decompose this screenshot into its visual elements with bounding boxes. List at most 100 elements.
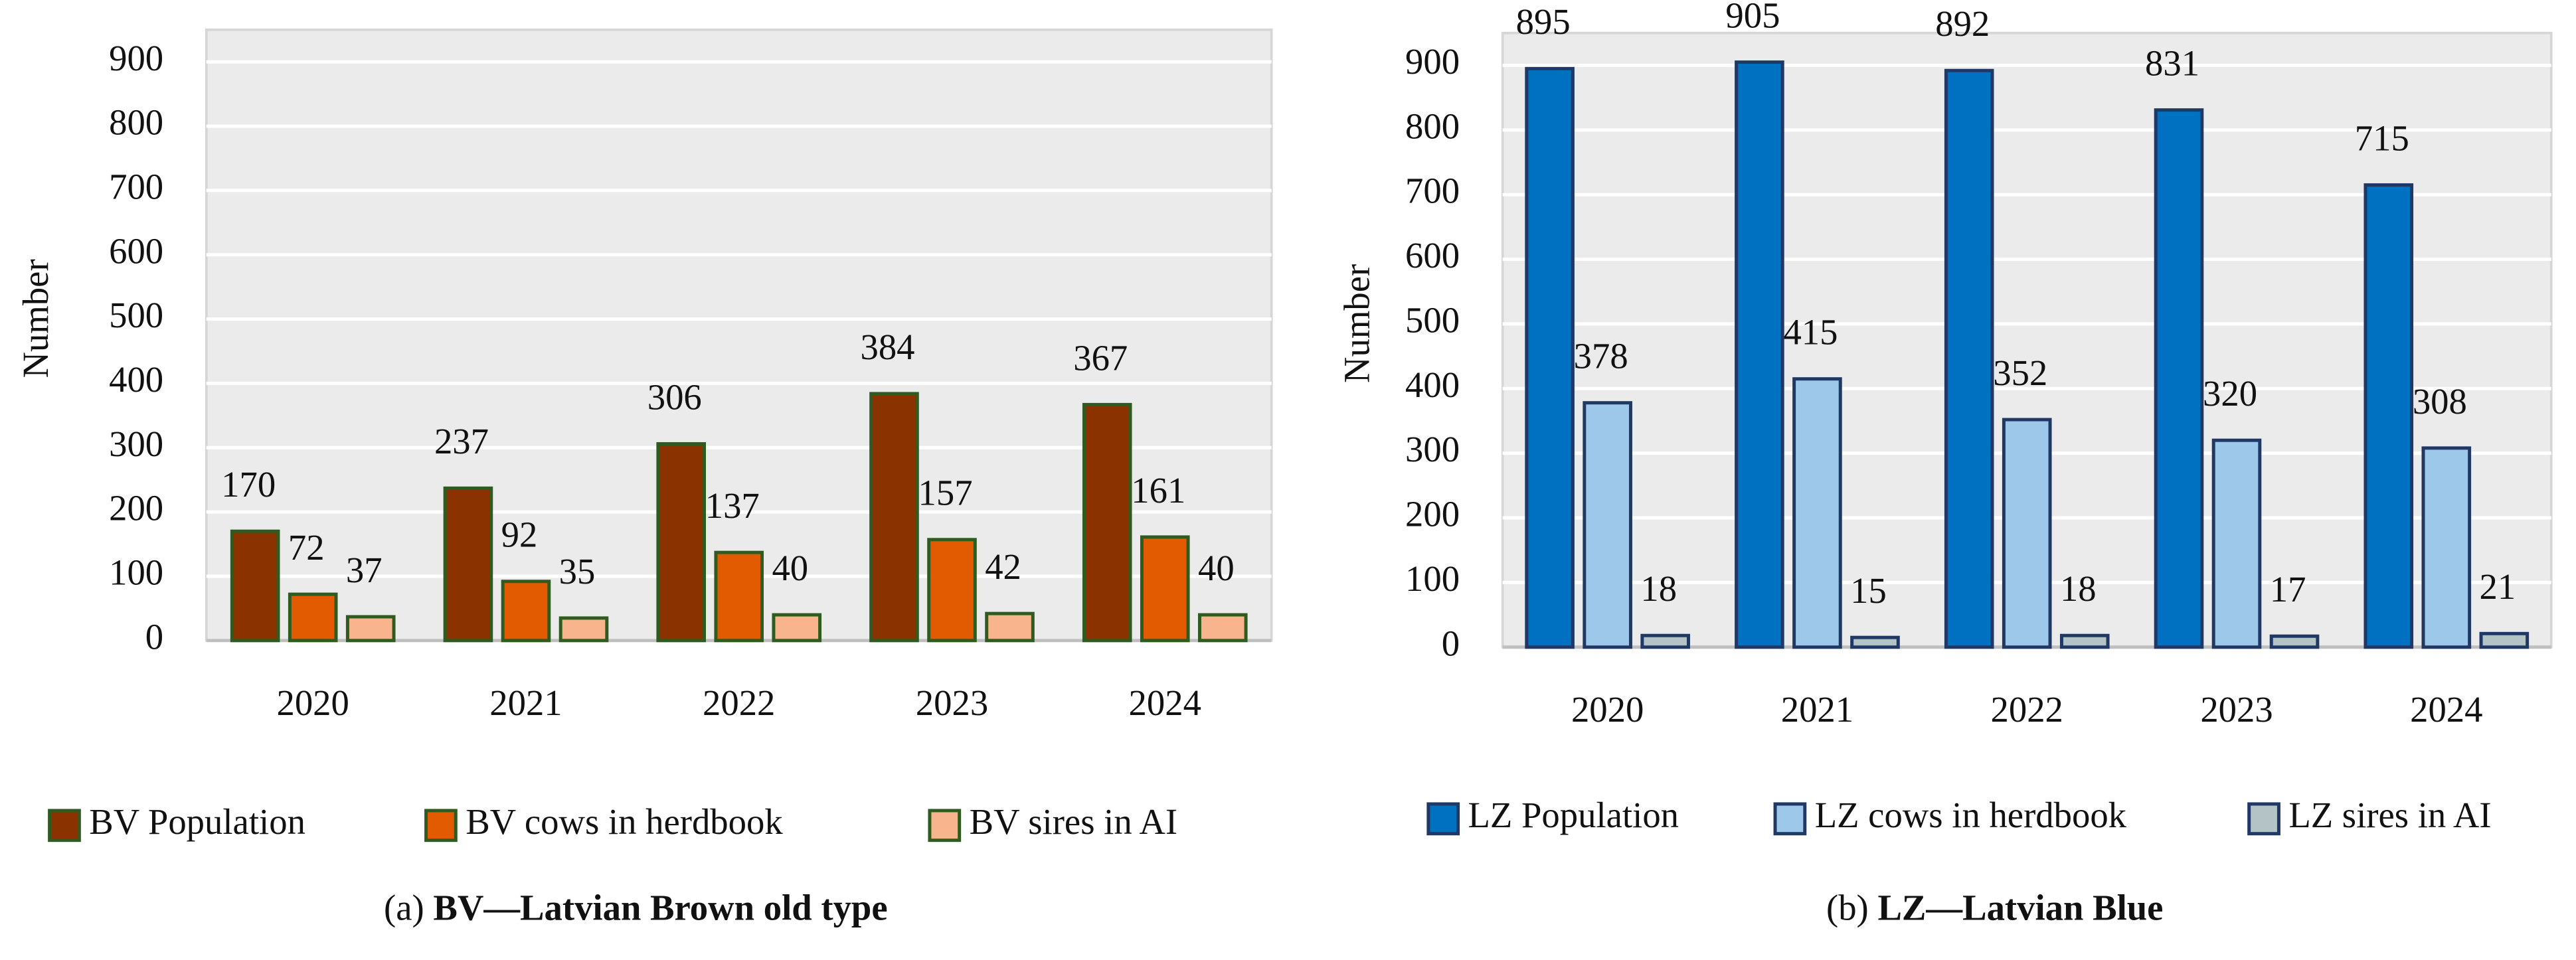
bar (1583, 401, 1632, 649)
chart: 0 100 200 300 400 500 600 700 800 900 Number 2020 17… (15, 28, 1273, 927)
data-label: 237 (434, 421, 489, 461)
data-label: 378 (1574, 336, 1628, 376)
y-tick-label: 300 (1405, 429, 1460, 469)
legend-label: BV sires in AI (970, 801, 1177, 842)
bar (869, 392, 919, 643)
y-tick-label: 700 (109, 166, 163, 206)
x-tick-label: 2021 (489, 682, 562, 723)
y-tick-label: 0 (1442, 623, 1460, 663)
bar (1082, 402, 1132, 643)
data-label: 161 (1131, 470, 1185, 511)
data-label: 308 (2413, 381, 2467, 422)
legend-label: BV Population (89, 801, 305, 842)
bar (2363, 183, 2414, 649)
legend-label: BV cows in herdbook (466, 801, 783, 842)
y-axis-label: Number (15, 259, 56, 378)
data-label: 18 (1640, 568, 1677, 609)
x-tick-label: 2020 (277, 682, 349, 723)
data-label: 15 (1850, 570, 1887, 611)
bar (985, 611, 1035, 643)
bar (1792, 377, 1842, 649)
data-label: 715 (2355, 118, 2409, 158)
data-label: 42 (985, 546, 1021, 587)
bar (927, 538, 977, 643)
legend-swatch (928, 809, 962, 842)
bar (656, 441, 706, 643)
bar (345, 615, 396, 643)
bar (2479, 631, 2530, 649)
bar (230, 529, 280, 643)
data-label: 137 (705, 485, 760, 526)
x-tick-label: 2022 (703, 682, 775, 723)
caption-label: (a) (384, 887, 424, 927)
bar (2154, 108, 2204, 649)
bar (501, 580, 551, 643)
legend-label: LZ cows in herdbook (1815, 795, 2127, 835)
caption-text: BV—Latvian Brown old type (433, 887, 887, 927)
bar (714, 550, 764, 643)
data-label: 157 (918, 473, 973, 513)
bar (1197, 613, 1248, 643)
y-axis-label: Number (1336, 264, 1377, 383)
y-tick-label: 900 (1405, 41, 1460, 82)
data-label: 37 (346, 550, 383, 590)
legend-swatch (424, 809, 458, 842)
x-tick-label: 2020 (1571, 689, 1644, 730)
y-tick-label: 800 (1405, 106, 1460, 146)
data-label: 831 (2145, 43, 2199, 84)
chart: 0 100 200 300 400 500 600 700 800 900 Number 2020 89… (1336, 0, 2553, 927)
bar (2269, 634, 2320, 649)
bar (1640, 633, 1690, 649)
data-label: 367 (1073, 337, 1128, 378)
x-tick-label: 2024 (1129, 682, 1201, 723)
data-label: 352 (1993, 353, 2047, 393)
y-tick-label: 600 (109, 230, 163, 271)
data-label: 92 (501, 515, 538, 555)
data-label: 306 (647, 376, 702, 417)
bar (2211, 438, 2262, 649)
x-tick-label: 2022 (1991, 689, 2063, 730)
bar (558, 616, 609, 643)
data-label: 905 (1725, 0, 1780, 35)
y-tick-label: 400 (1405, 364, 1460, 405)
bar (288, 592, 338, 643)
bar (1525, 66, 1575, 649)
y-tick-label: 100 (1405, 558, 1460, 599)
caption: (a) BV—Latvian Brown old type (384, 887, 888, 927)
y-tick-label: 700 (1405, 171, 1460, 211)
y-tick-label: 0 (145, 616, 163, 657)
x-tick-label: 2024 (2410, 689, 2482, 730)
legend-swatch (2247, 802, 2280, 836)
y-tick-label: 200 (109, 488, 163, 528)
y-tick-label: 400 (109, 359, 163, 400)
x-tick-label: 2021 (1781, 689, 1853, 730)
bar (1944, 68, 1994, 649)
bar (772, 613, 822, 643)
data-label: 72 (288, 527, 325, 568)
legend-swatch (1773, 802, 1807, 836)
data-label: 35 (559, 551, 596, 592)
caption: (b) LZ—Latvian Blue (1826, 887, 2163, 927)
y-tick-label: 600 (1405, 235, 1460, 276)
caption-label: (b) (1826, 887, 1869, 927)
bar (1850, 635, 1900, 649)
data-label: 18 (2060, 568, 2097, 609)
legend-swatch (1426, 802, 1460, 836)
data-label: 17 (2270, 569, 2306, 609)
x-tick-label: 2023 (2200, 689, 2273, 730)
data-label: 415 (1783, 312, 1838, 353)
y-tick-label: 300 (109, 424, 163, 464)
y-tick-label: 200 (1405, 494, 1460, 534)
legend-label: LZ Population (1468, 795, 1679, 835)
data-label: 170 (221, 464, 276, 505)
data-label: 21 (2480, 566, 2516, 607)
bar (2421, 446, 2472, 649)
x-tick-label: 2023 (916, 682, 988, 723)
data-label: 895 (1516, 1, 1571, 42)
caption-text: LZ—Latvian Blue (1877, 887, 2163, 927)
data-label: 892 (1935, 3, 1990, 44)
bar (443, 486, 493, 643)
bar (1735, 60, 1784, 649)
bar (2002, 418, 2052, 649)
